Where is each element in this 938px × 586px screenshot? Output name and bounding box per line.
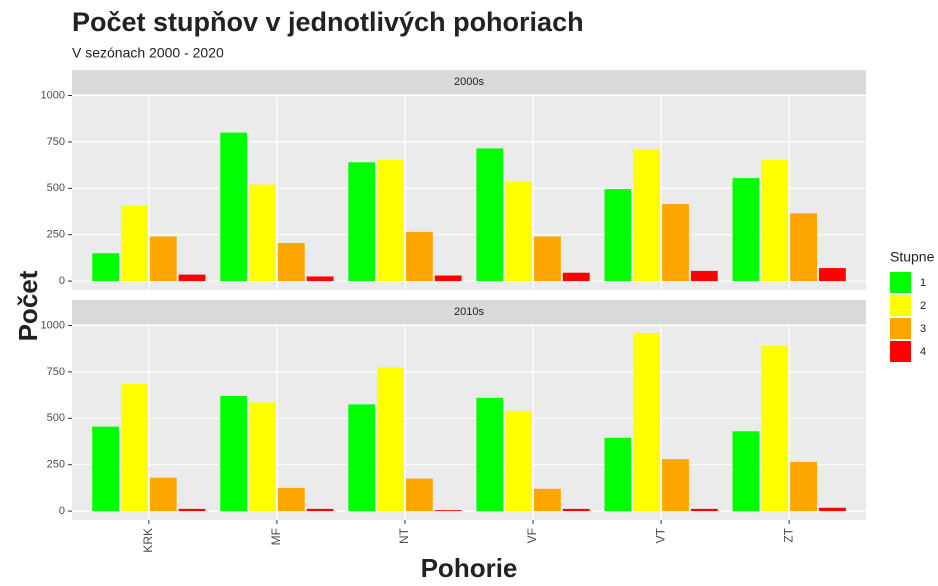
x-axis-title: Pohorie [421, 553, 518, 581]
bar [534, 236, 561, 282]
bar [306, 276, 334, 282]
chart-subtitle: V sezónach 2000 - 2020 [72, 45, 224, 61]
bar [790, 461, 817, 512]
bar [277, 487, 305, 512]
legend-key [890, 341, 911, 362]
y-tick-label: 750 [47, 366, 65, 378]
bar [178, 274, 206, 282]
bar [405, 231, 433, 282]
bar [220, 396, 248, 512]
bar [604, 437, 632, 512]
facet-label: 2010s [454, 306, 484, 318]
bar [761, 345, 789, 512]
bar [377, 367, 404, 512]
y-tick-label: 1000 [41, 89, 65, 101]
x-tick-label: MF [269, 528, 283, 545]
bar [92, 253, 120, 282]
bar [732, 178, 760, 282]
bar [534, 488, 561, 512]
x-tick-label: ZT [781, 527, 795, 542]
bar [818, 507, 846, 512]
facet-strip [72, 300, 866, 324]
y-tick-label: 0 [59, 505, 65, 517]
bar [277, 243, 305, 282]
legend-key [890, 272, 911, 293]
bar [348, 162, 376, 282]
y-tick-label: 500 [47, 412, 65, 424]
bar [662, 459, 689, 512]
bar [377, 159, 404, 282]
bar [562, 508, 590, 512]
bar [476, 148, 504, 282]
bar [249, 402, 276, 512]
bar [434, 510, 462, 512]
y-tick-label: 0 [59, 275, 65, 287]
bar [121, 205, 148, 282]
bar [662, 204, 689, 282]
bar [220, 132, 248, 282]
bar [562, 272, 590, 282]
legend-label: 4 [920, 346, 926, 358]
bar [149, 236, 177, 282]
y-tick-label: 250 [47, 229, 65, 241]
legend-key [890, 295, 911, 316]
bar [92, 426, 120, 512]
y-tick-label: 500 [47, 182, 65, 194]
bar [348, 404, 376, 512]
legend-key [890, 318, 911, 339]
bar [249, 184, 276, 282]
facet-strip [72, 70, 866, 94]
x-tick-label: VT [653, 527, 667, 543]
y-axis-title: Počet [13, 270, 43, 341]
bar [306, 508, 334, 512]
bar [434, 275, 462, 282]
legend-title: Stupne [890, 249, 935, 265]
y-tick-label: 750 [47, 136, 65, 148]
bar [178, 508, 206, 512]
x-tick-label: NT [397, 527, 411, 544]
bar [604, 189, 632, 282]
bar [690, 508, 718, 512]
bar [476, 397, 504, 512]
bar [761, 159, 789, 282]
y-tick-label: 250 [47, 459, 65, 471]
bar [505, 410, 533, 512]
bar [633, 332, 661, 512]
chart-title: Počet stupňov v jednotlivých pohoriach [72, 7, 584, 37]
legend-label: 1 [920, 277, 926, 289]
bar [732, 431, 760, 512]
legend-label: 3 [920, 323, 926, 335]
x-tick-label: KRK [141, 528, 155, 553]
bar [405, 478, 433, 512]
bar [690, 270, 718, 282]
bar [818, 268, 846, 282]
bar [121, 383, 148, 512]
bar [149, 477, 177, 512]
facet-label: 2000s [454, 76, 484, 88]
x-tick-label: VF [525, 528, 539, 543]
legend-label: 2 [920, 300, 926, 312]
bar [790, 213, 817, 282]
y-tick-label: 1000 [41, 319, 65, 331]
bar [633, 149, 661, 282]
bar [505, 181, 533, 282]
